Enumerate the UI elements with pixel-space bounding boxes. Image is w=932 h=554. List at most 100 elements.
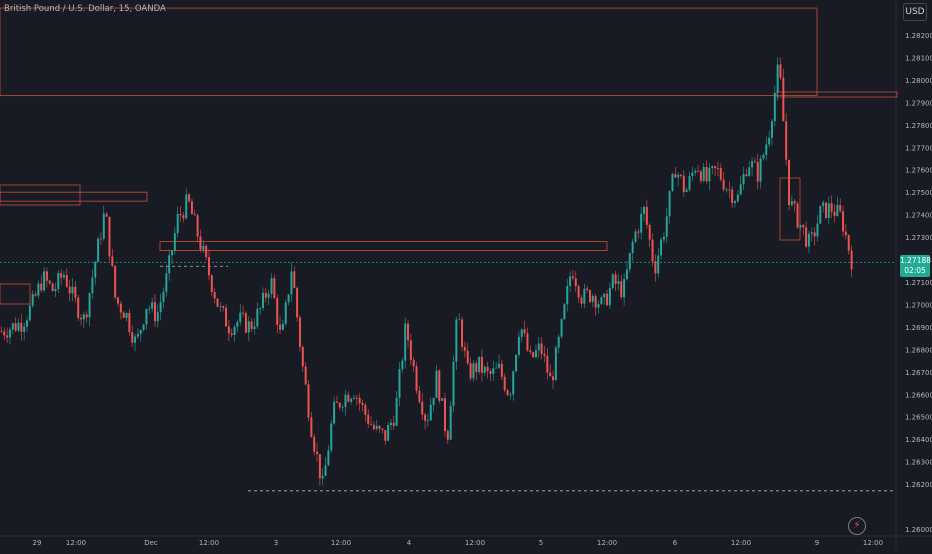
candle-body xyxy=(213,291,216,299)
candle-body xyxy=(77,297,80,318)
y-tick-label: 1.26600 xyxy=(905,391,932,399)
candle-body xyxy=(125,313,128,318)
candle-body xyxy=(478,356,481,372)
candle-body xyxy=(446,431,449,440)
lightning-icon[interactable]: ⚡ xyxy=(848,517,866,535)
zone-box xyxy=(776,91,898,98)
candle-body xyxy=(20,322,23,332)
candle-body xyxy=(679,174,682,176)
candle-body xyxy=(606,293,609,306)
candle-body xyxy=(560,319,563,337)
candle-body xyxy=(432,397,435,405)
y-tick-label: 1.27700 xyxy=(905,144,932,152)
y-tick-label: 1.27900 xyxy=(905,99,932,107)
candle-body xyxy=(759,158,762,182)
candle-body xyxy=(418,390,421,402)
candle-body xyxy=(751,161,754,168)
candle-body xyxy=(435,370,438,398)
candle-body xyxy=(378,425,381,429)
candle-body xyxy=(384,430,387,441)
candle-body xyxy=(193,214,196,216)
x-tick-label: 5 xyxy=(539,539,543,547)
candle-body xyxy=(156,312,159,322)
candle-body xyxy=(51,283,54,292)
candle-body xyxy=(483,366,486,373)
candle-body xyxy=(57,273,60,289)
candle-body xyxy=(43,271,46,291)
currency-button[interactable]: USD xyxy=(903,3,927,21)
candle-body xyxy=(247,321,250,333)
candle-body xyxy=(711,166,714,168)
candle-body xyxy=(205,245,208,258)
candle-body xyxy=(810,232,813,234)
candle-body xyxy=(643,206,646,214)
candle-body xyxy=(503,376,506,391)
candle-body xyxy=(543,353,546,356)
candle-body xyxy=(23,326,26,332)
candle-body xyxy=(586,288,589,291)
candle-body xyxy=(523,329,526,334)
candle-body xyxy=(506,390,509,395)
candle-body xyxy=(637,231,640,233)
candle-body xyxy=(327,450,330,466)
candle-body xyxy=(458,319,461,321)
candle-body xyxy=(313,437,316,452)
candle-body xyxy=(705,166,708,182)
candle-body xyxy=(415,366,418,391)
candle-body xyxy=(674,174,677,178)
zone-box xyxy=(0,184,81,206)
candle-body xyxy=(648,224,651,240)
candle-body xyxy=(119,303,122,313)
candle-body xyxy=(321,475,324,479)
x-tick-label: 12:00 xyxy=(331,539,351,547)
candle-body xyxy=(443,398,446,432)
candle-body xyxy=(227,326,230,334)
candle-body xyxy=(316,451,319,455)
candle-body xyxy=(153,302,156,322)
x-tick-label: 12:00 xyxy=(199,539,219,547)
candle-body xyxy=(745,174,748,176)
candle-body xyxy=(37,283,40,296)
candle-body xyxy=(91,277,94,294)
candle-body xyxy=(634,231,637,242)
candle-body xyxy=(372,424,375,429)
candle-body xyxy=(552,376,555,381)
candle-body xyxy=(60,273,63,278)
candle-body xyxy=(833,211,836,216)
candle-body xyxy=(304,366,307,385)
candle-body xyxy=(665,216,668,237)
candle-body xyxy=(375,425,378,429)
y-tick-label: 1.26200 xyxy=(905,481,932,489)
candle-body xyxy=(569,276,572,287)
candle-body xyxy=(816,223,819,237)
zone-box xyxy=(0,283,31,305)
candle-body xyxy=(603,293,606,298)
candle-body xyxy=(293,271,296,288)
candle-body xyxy=(583,288,586,304)
candle-body xyxy=(577,286,580,298)
candle-body xyxy=(122,312,125,318)
candle-body xyxy=(719,168,722,180)
candle-body xyxy=(62,274,65,278)
x-tick-label: 9 xyxy=(815,539,819,547)
candle-body xyxy=(554,347,557,381)
x-tick-label: 29 xyxy=(33,539,42,547)
candle-body xyxy=(441,398,444,401)
candle-body xyxy=(770,121,773,138)
candle-body xyxy=(82,314,85,320)
candle-body xyxy=(196,215,199,237)
candle-body xyxy=(341,406,344,408)
candle-body xyxy=(827,203,830,218)
candle-body xyxy=(139,330,142,334)
candle-body xyxy=(500,363,503,377)
candle-body xyxy=(426,420,429,422)
candle-body xyxy=(722,179,725,190)
candle-body xyxy=(773,92,776,122)
candle-body xyxy=(370,423,373,425)
candle-body xyxy=(492,368,495,374)
candle-body xyxy=(48,280,51,284)
candle-body xyxy=(401,360,404,370)
candle-body xyxy=(233,326,236,335)
